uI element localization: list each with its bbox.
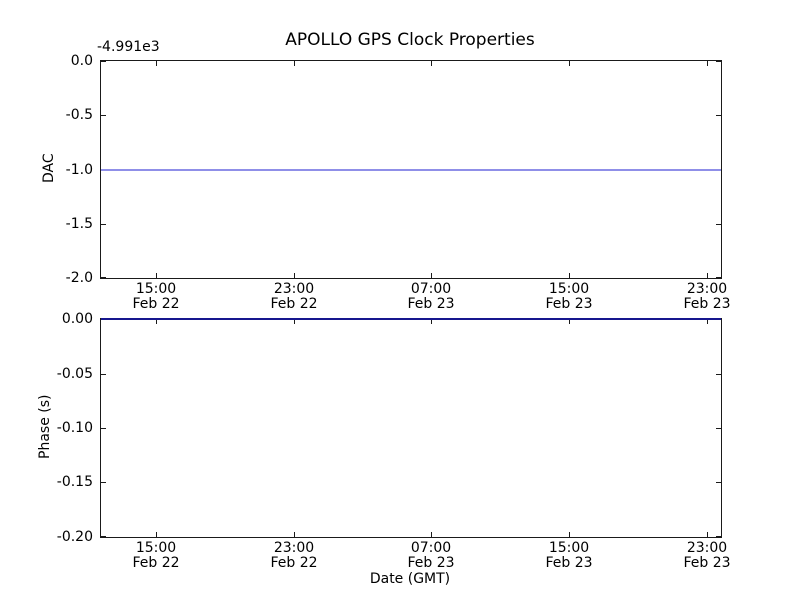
x-tick-date: Feb 22 — [270, 555, 318, 571]
chart-title: APOLLO GPS Clock Properties — [285, 30, 535, 50]
x-tick-date: Feb 23 — [545, 296, 593, 312]
x-tick-mark — [431, 532, 432, 537]
x-tick-mark — [156, 532, 157, 537]
x-tick-time: 23:00 — [686, 281, 728, 297]
x-tick-label: 23:00 Feb 22 — [249, 282, 339, 312]
series-line-phase — [101, 318, 721, 320]
y-tick-mark — [716, 61, 721, 62]
y-tick-mark — [716, 224, 721, 225]
y-tick-mark — [716, 428, 721, 429]
x-axis-label: Date (GMT) — [369, 571, 451, 587]
y-tick-mark — [716, 374, 721, 375]
x-tick-mark — [569, 319, 570, 324]
y-axis-offset-text: -4.991e3 — [97, 39, 160, 55]
y-tick-mark — [101, 61, 106, 62]
x-tick-mark — [707, 319, 708, 324]
y-tick-label: -0.5 — [65, 107, 93, 123]
y-tick-label: -1.5 — [65, 216, 93, 232]
y-tick-label: -0.05 — [56, 366, 93, 382]
x-tick-label: 23:00 Feb 23 — [662, 282, 752, 312]
y-tick-label: 0.00 — [61, 311, 93, 327]
x-tick-label: 15:00 Feb 23 — [524, 282, 614, 312]
x-tick-mark — [294, 532, 295, 537]
x-tick-mark — [156, 319, 157, 324]
x-tick-mark — [569, 532, 570, 537]
y-tick-label: 0.0 — [70, 53, 93, 69]
x-tick-label: 07:00 Feb 23 — [386, 282, 476, 312]
x-tick-time: 15:00 — [135, 281, 177, 297]
x-tick-time: 23:00 — [273, 281, 315, 297]
y-tick-mark — [716, 115, 721, 116]
y-tick-mark — [101, 536, 106, 537]
y-tick-mark — [101, 115, 106, 116]
y-tick-mark — [101, 224, 106, 225]
x-tick-mark — [431, 61, 432, 66]
y-tick-mark — [716, 482, 721, 483]
x-tick-label: 15:00 Feb 23 — [524, 541, 614, 571]
x-tick-mark — [431, 319, 432, 324]
series-line-dac — [101, 169, 721, 171]
y-tick-mark — [101, 277, 106, 278]
x-tick-date: Feb 22 — [132, 296, 180, 312]
x-tick-time: 23:00 — [686, 540, 728, 556]
x-tick-mark — [707, 61, 708, 66]
x-tick-time: 07:00 — [410, 281, 452, 297]
x-tick-date: Feb 23 — [407, 296, 455, 312]
x-tick-date: Feb 23 — [683, 296, 731, 312]
axes-phase-plot: 0.00 -0.05 -0.10 -0.15 -0.20 15:00 Feb 22 23:00… — [57, 311, 731, 571]
y-tick-label: -0.10 — [56, 420, 93, 436]
x-tick-date: Feb 22 — [270, 296, 318, 312]
x-tick-date: Feb 23 — [545, 555, 593, 571]
x-tick-time: 15:00 — [548, 281, 590, 297]
y-tick-label: -0.20 — [56, 529, 93, 545]
x-tick-mark — [156, 61, 157, 66]
y-tick-mark — [101, 374, 106, 375]
x-tick-label: 23:00 Feb 22 — [249, 541, 339, 571]
x-tick-date: Feb 23 — [407, 555, 455, 571]
y-tick-label: -1.0 — [65, 162, 93, 178]
x-tick-time: 07:00 — [410, 540, 452, 556]
x-tick-mark — [431, 273, 432, 278]
y-tick-mark — [716, 536, 721, 537]
x-tick-mark — [707, 532, 708, 537]
x-tick-time: 15:00 — [548, 540, 590, 556]
y-tick-mark — [101, 428, 106, 429]
x-tick-date: Feb 23 — [683, 555, 731, 571]
x-tick-label: 15:00 Feb 22 — [111, 282, 201, 312]
x-tick-mark — [294, 273, 295, 278]
x-tick-mark — [156, 273, 157, 278]
y-tick-mark — [101, 482, 106, 483]
x-tick-label: 23:00 Feb 23 — [662, 541, 752, 571]
y-tick-label: -2.0 — [65, 270, 93, 286]
y-tick-label: -0.15 — [56, 474, 93, 490]
y-tick-mark — [716, 277, 721, 278]
x-tick-mark — [707, 273, 708, 278]
x-tick-label: 15:00 Feb 22 — [111, 541, 201, 571]
x-tick-time: 23:00 — [273, 540, 315, 556]
x-tick-mark — [294, 61, 295, 66]
x-tick-label: 07:00 Feb 23 — [386, 541, 476, 571]
x-tick-mark — [569, 273, 570, 278]
x-tick-mark — [294, 319, 295, 324]
x-tick-date: Feb 22 — [132, 555, 180, 571]
axes-dac-plot: 0.0 -0.5 -1.0 -1.5 -2.0 15:00 Feb 22 23:00 Feb 2… — [66, 53, 731, 312]
x-tick-mark — [569, 61, 570, 66]
x-tick-time: 15:00 — [135, 540, 177, 556]
